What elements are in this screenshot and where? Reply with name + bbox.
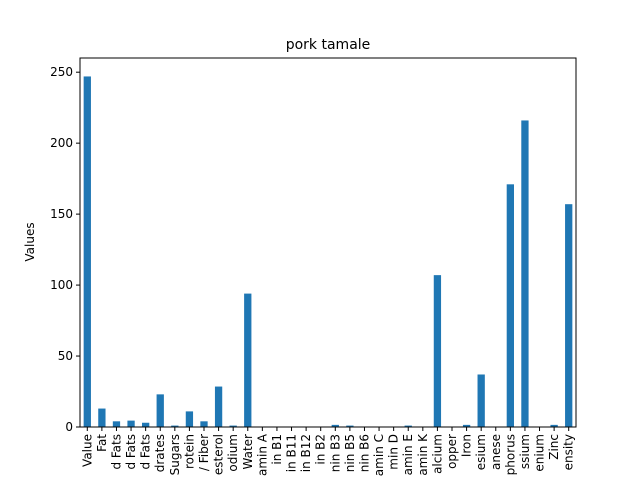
axes-frame: [79, 57, 577, 428]
bars-group: [83, 76, 573, 427]
x-tick-label: / Fiber: [197, 434, 211, 471]
x-tick-label: amin C: [372, 434, 386, 476]
bar: [229, 425, 237, 427]
x-tick-label: d Fats: [139, 434, 153, 470]
x-tick-label: amin A: [255, 433, 269, 476]
y-tick-label: 200: [50, 136, 73, 150]
y-tick-label: 50: [58, 349, 73, 363]
bar: [200, 421, 208, 427]
x-tick-label: ssium: [518, 434, 532, 469]
x-tick-label: Iron: [460, 434, 474, 457]
x-ticks-group: Value Fat d Fats d Fats d Fats drates Sugars ro…: [80, 427, 576, 476]
y-axis-label: Values: [23, 222, 37, 261]
y-tick-label: 100: [50, 278, 73, 292]
x-tick-label: ensity: [562, 434, 576, 470]
y-tick-label: 0: [65, 420, 73, 434]
x-tick-label: nin B6: [357, 434, 371, 472]
x-tick-label: Sugars: [168, 434, 182, 475]
bar: [331, 424, 339, 427]
bar: [214, 386, 223, 427]
y-tick-label: 250: [50, 65, 73, 79]
x-tick-label: in B11: [285, 434, 299, 472]
bar: [112, 421, 121, 427]
x-tick-label: Water: [241, 434, 255, 470]
bar: [462, 424, 471, 427]
x-tick-label: min D: [387, 434, 401, 470]
x-tick-label: d Fats: [109, 434, 123, 470]
bar: [565, 204, 573, 427]
bar: [127, 420, 135, 427]
x-tick-label: anese: [489, 434, 503, 470]
bar: [171, 425, 179, 427]
bar: [404, 425, 412, 427]
x-tick-label: odium: [226, 434, 240, 472]
bar: [83, 76, 91, 427]
x-tick-label: rotein: [182, 434, 196, 469]
x-tick-label: Fat: [95, 434, 109, 452]
bar: [185, 411, 194, 427]
bar: [477, 374, 485, 427]
x-tick-label: in B12: [299, 434, 313, 472]
x-tick-label: alcium: [430, 434, 444, 474]
bar: [433, 275, 442, 427]
bar: [550, 424, 558, 427]
bar: [142, 422, 150, 427]
x-tick-label: nin B5: [343, 434, 357, 472]
x-tick-label: esterol: [212, 434, 226, 475]
chart-title: pork tamale: [286, 37, 371, 53]
bar: [506, 184, 514, 427]
x-tick-label: in B2: [314, 434, 328, 465]
y-ticks-group: 0 50 100 150 200 250: [50, 65, 80, 434]
x-tick-label: phorus: [503, 434, 517, 475]
x-tick-label: Value: [80, 434, 94, 467]
x-tick-label: opper: [445, 434, 459, 469]
x-tick-label: amin K: [416, 433, 430, 476]
bar: [521, 120, 529, 427]
bar: [98, 408, 106, 427]
x-tick-label: drates: [153, 434, 167, 472]
x-tick-label: amin E: [401, 434, 415, 475]
bar: [244, 293, 252, 427]
x-tick-label: nin B3: [328, 434, 342, 472]
x-tick-label: d Fats: [124, 434, 138, 470]
bar: [156, 394, 164, 427]
x-tick-label: enium: [533, 434, 547, 472]
x-tick-label: Zinc: [547, 434, 561, 460]
y-tick-label: 150: [50, 207, 73, 221]
x-tick-label: in B1: [270, 434, 284, 465]
bar: [346, 425, 354, 427]
x-tick-label: esium: [474, 434, 488, 470]
